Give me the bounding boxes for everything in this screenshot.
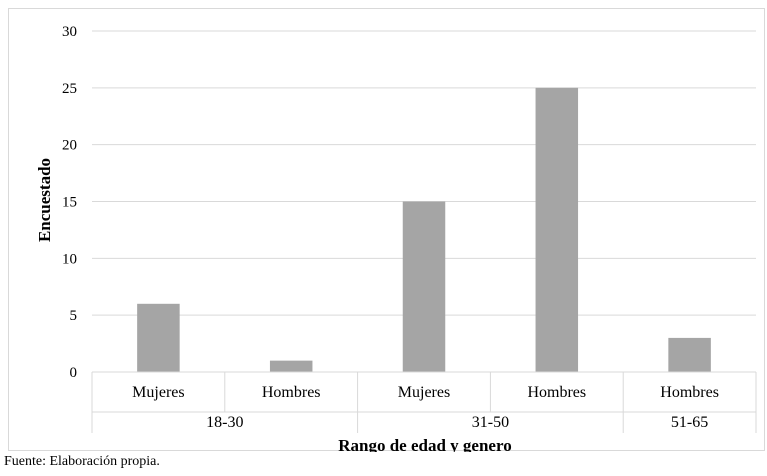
- bar-chart: 0 5 10 15 20 25 30 Mujeres Hombres 18-30 Mujeres H…: [35, 24, 757, 452]
- bars: [137, 87, 711, 372]
- y-tick-label: 25: [62, 81, 77, 97]
- bar: [137, 303, 180, 372]
- source-note: Fuente: Elaboración propia.: [4, 454, 160, 469]
- y-tick-label: 30: [62, 24, 77, 40]
- y-tick-label: 20: [62, 138, 77, 154]
- y-tick-label: 0: [70, 365, 78, 381]
- x-category-label: Hombres: [262, 384, 321, 401]
- x-category-label: Hombres: [660, 384, 719, 401]
- y-axis-title: Encuestado: [35, 158, 54, 242]
- y-tick-label: 5: [70, 308, 78, 324]
- bar: [668, 337, 711, 372]
- y-tick-label: 10: [62, 251, 77, 267]
- x-category-label: Mujeres: [132, 384, 184, 401]
- chart-frame: [8, 8, 765, 451]
- y-tick-labels: 0 5 10 15 20 25 30: [62, 24, 77, 381]
- x-axis-title: Rango de edad y genero: [338, 436, 511, 452]
- bar: [269, 360, 313, 372]
- x-category-label: Mujeres: [398, 384, 450, 401]
- x-axis: Mujeres Hombres 18-30 Mujeres Hombres 31-50 Ho…: [91, 371, 757, 433]
- y-tick-label: 15: [62, 195, 77, 211]
- x-group-label: 18-30: [206, 414, 243, 431]
- bar: [535, 87, 579, 372]
- x-category-label: Hombres: [527, 384, 586, 401]
- x-group-label: 31-50: [472, 414, 509, 431]
- x-group-label: 51-65: [671, 414, 708, 431]
- bar: [402, 201, 446, 372]
